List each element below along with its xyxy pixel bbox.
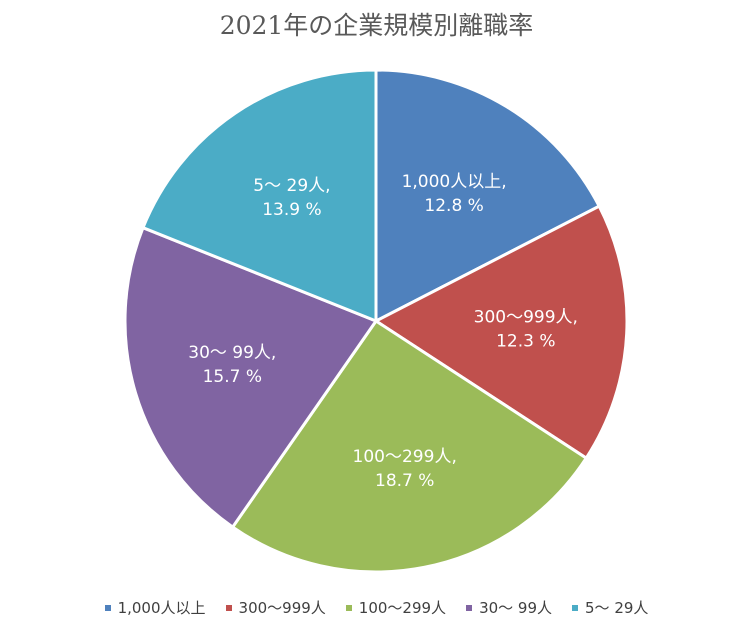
chart-title: 2021年の企業規模別離職率 <box>219 11 534 40</box>
legend-swatch <box>104 604 111 611</box>
legend-label: 1,000人以上 <box>117 599 206 617</box>
pie-slice <box>123 225 379 530</box>
pie-slice <box>230 318 589 574</box>
slice-label: 100～299人, 18.7 % <box>353 447 457 491</box>
legend-item: 100～299人 <box>345 597 447 618</box>
legend-label: 300～999人 <box>238 599 326 617</box>
legend-label: 100～299人 <box>358 599 447 617</box>
legend-label: 30～ 99人 <box>479 599 553 617</box>
slice-label: 30～ 99人, 15.7 % <box>188 343 276 387</box>
legend-item: 1,000人以上 <box>104 597 206 618</box>
legend-item: 300～999人 <box>225 597 326 618</box>
legend-item: 5～ 29人 <box>572 597 648 618</box>
pie-slice <box>141 68 378 324</box>
legend-swatch <box>225 604 232 611</box>
slice-label: 1,000人以上, 12.8 % <box>402 172 507 216</box>
legend-item: 30～ 99人 <box>466 597 552 618</box>
slice-label: 5～ 29人, 13.9 % <box>253 176 330 220</box>
chart-legend: 1,000人以上 300～999人 100～299人 30～ 99人 5～ 29人 <box>0 597 753 618</box>
pie-slice <box>373 204 629 461</box>
legend-swatch <box>345 604 352 611</box>
legend-swatch <box>466 604 473 611</box>
legend-label: 5～ 29人 <box>585 599 649 617</box>
pie-slice <box>374 68 602 324</box>
legend-swatch <box>572 604 579 611</box>
slice-label: 300～999人, 12.3 % <box>474 308 578 352</box>
